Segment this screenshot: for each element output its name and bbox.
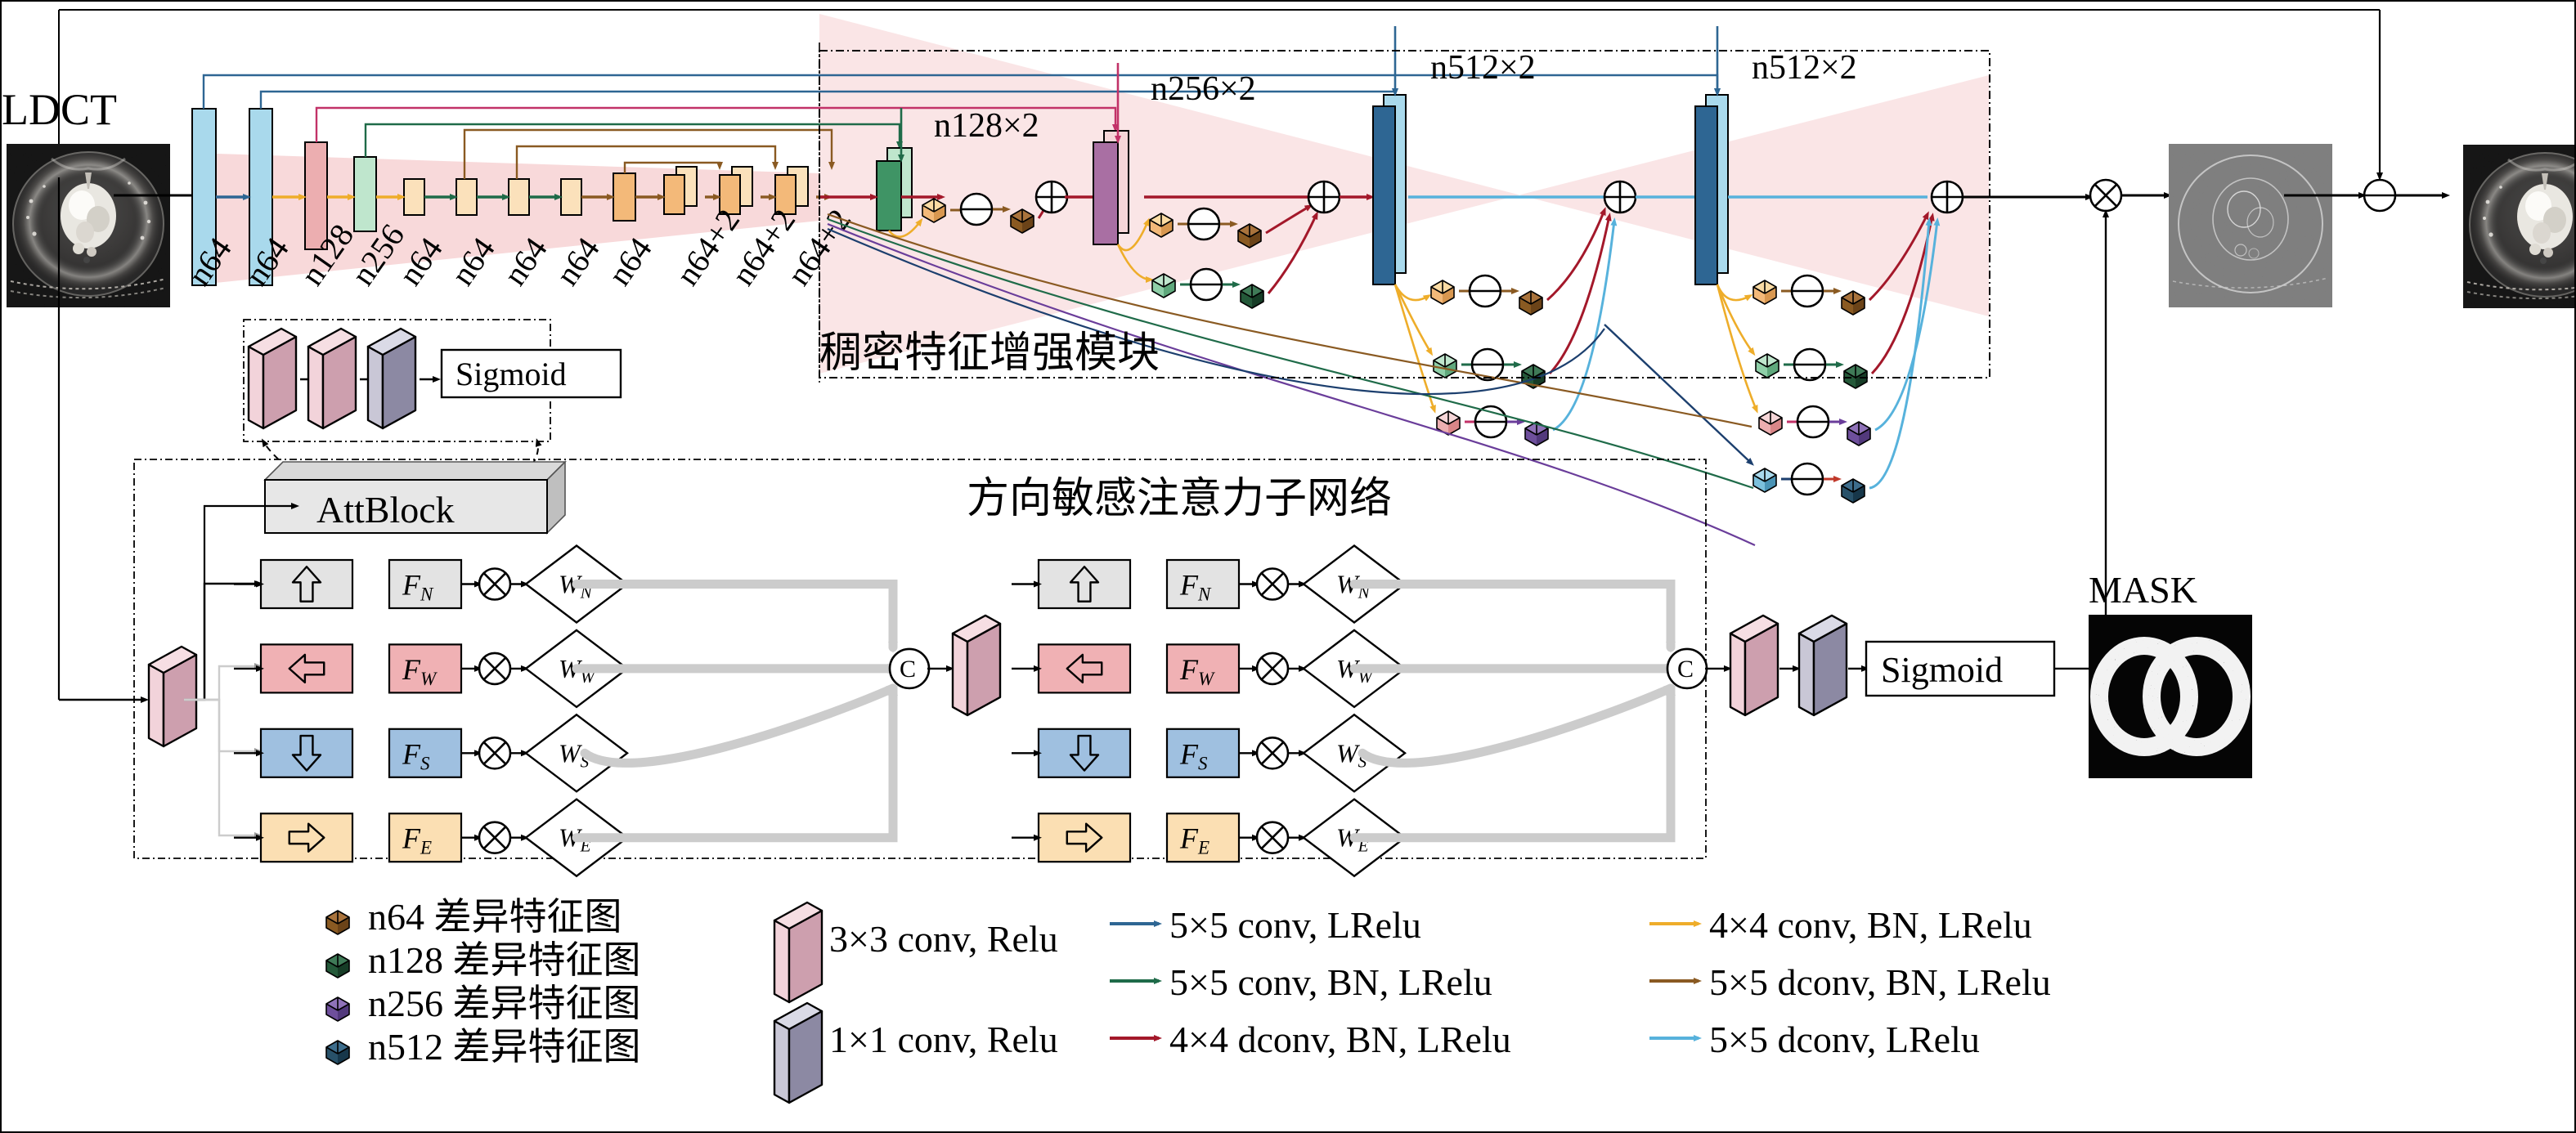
svg-text:n512×2: n512×2 bbox=[1430, 49, 1536, 87]
svg-text:稠密特征增强模块: 稠密特征增强模块 bbox=[819, 330, 1160, 377]
svg-text:n256×2: n256×2 bbox=[1151, 70, 1256, 108]
svg-text:5×5 dconv, BN, LRelu: 5×5 dconv, BN, LRelu bbox=[1709, 961, 2051, 1003]
svg-text:LDCT: LDCT bbox=[2, 85, 117, 134]
svg-text:n64 差异特征图: n64 差异特征图 bbox=[368, 896, 622, 938]
svg-text:n256 差异特征图: n256 差异特征图 bbox=[368, 983, 641, 1024]
svg-text:4×4 conv, BN, LRelu: 4×4 conv, BN, LRelu bbox=[1709, 904, 2032, 946]
svg-text:n128×2: n128×2 bbox=[934, 107, 1039, 145]
svg-text:Sigmoid: Sigmoid bbox=[1881, 650, 2003, 690]
svg-text:3×3 conv, Relu: 3×3 conv, Relu bbox=[829, 918, 1058, 960]
svg-text:Sigmoid: Sigmoid bbox=[456, 356, 567, 392]
svg-text:5×5 conv, BN, LRelu: 5×5 conv, BN, LRelu bbox=[1169, 961, 1492, 1003]
svg-text:n512 差异特征图: n512 差异特征图 bbox=[368, 1026, 641, 1068]
svg-text:MASK: MASK bbox=[2089, 569, 2197, 611]
svg-text:方向敏感注意力子网络: 方向敏感注意力子网络 bbox=[967, 476, 1392, 522]
svg-text:5×5 dconv, LRelu: 5×5 dconv, LRelu bbox=[1709, 1019, 1980, 1060]
svg-text:n128 差异特征图: n128 差异特征图 bbox=[368, 939, 641, 981]
svg-text:AttBlock: AttBlock bbox=[316, 489, 455, 531]
svg-text:4×4 dconv, BN, LRelu: 4×4 dconv, BN, LRelu bbox=[1169, 1019, 1511, 1060]
svg-text:5×5 conv, LRelu: 5×5 conv, LRelu bbox=[1169, 904, 1421, 946]
svg-text:1×1 conv, Relu: 1×1 conv, Relu bbox=[829, 1019, 1058, 1060]
svg-text:n512×2: n512×2 bbox=[1752, 49, 1857, 87]
